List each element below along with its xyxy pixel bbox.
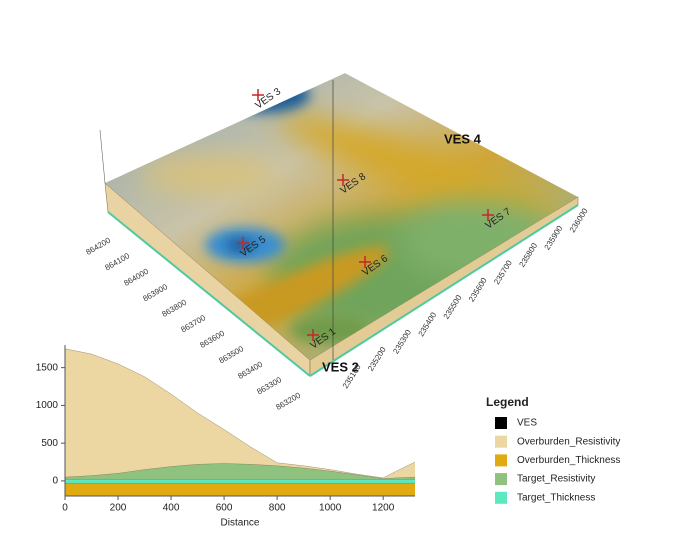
y-tick-label: 864200	[84, 235, 112, 256]
y-tick-label: 500	[41, 438, 58, 449]
x-tick-label: 0	[62, 503, 68, 514]
x-tick-label: 235400	[417, 310, 439, 338]
x-tick-label: 1200	[372, 503, 395, 514]
x-tick-label: 600	[216, 503, 233, 514]
y-tick-label: 863800	[160, 297, 188, 318]
y-tick-label: 863700	[179, 313, 207, 334]
legend-label: VES	[517, 418, 537, 429]
x-tick-label: 235500	[442, 293, 464, 321]
x-tick-label: 235700	[492, 258, 514, 286]
surface-top	[105, 73, 578, 360]
area	[65, 483, 415, 496]
legend-swatch	[495, 473, 507, 486]
x-tick-label: 1000	[319, 503, 342, 514]
legend-swatch	[495, 417, 507, 429]
y-tick-label: 863200	[274, 390, 302, 411]
x-tick-label: 235900	[543, 224, 565, 252]
z-axis	[99, 129, 106, 184]
y-tick-label: 863300	[255, 375, 283, 396]
legend-swatch	[495, 435, 507, 448]
side-edge	[107, 211, 311, 377]
x-tick-label: 800	[269, 503, 286, 514]
area-line	[64, 463, 416, 479]
legend-title: Legend	[486, 395, 529, 409]
x-tick-label: 235300	[391, 328, 413, 356]
legend-label: Target_Resistivity	[517, 474, 595, 485]
x-tick-label: 235200	[366, 345, 388, 373]
y-tick-label: 863900	[141, 282, 169, 303]
x-axis-label: Distance	[221, 518, 260, 529]
x-tick-label: 235800	[517, 241, 539, 269]
y-tick-label: 864000	[122, 266, 150, 287]
y-tick-label: 863400	[236, 359, 264, 380]
surface-3d	[99, 73, 579, 377]
legend-label: Overburden_Resistivity	[517, 436, 620, 447]
x-tick-label: 200	[110, 503, 127, 514]
y-tick-label: 863600	[198, 328, 226, 349]
side-edge	[309, 204, 579, 377]
legend-label: Overburden_Thickness	[517, 455, 620, 466]
x-tick-label: 235600	[467, 276, 489, 304]
y-tick-label: 863500	[217, 344, 245, 365]
area	[65, 348, 415, 496]
profile-chart: 0 500 1000 1500 0 200 400 600 800 1000 1200	[36, 345, 416, 514]
x-tick-label: 400	[163, 503, 180, 514]
legend-swatch	[495, 454, 507, 467]
legend-label: Target_Thickness	[517, 492, 595, 503]
legend-swatch	[495, 491, 507, 504]
area-line	[64, 348, 416, 479]
y-tick-label: 1000	[36, 400, 59, 411]
y-tick-label: 1500	[36, 362, 59, 373]
y-tick-label: 864100	[103, 251, 131, 272]
y-tick-label: 0	[52, 476, 58, 487]
ves-label: VES 2	[322, 359, 359, 374]
ves-label: VES 4	[444, 131, 482, 146]
